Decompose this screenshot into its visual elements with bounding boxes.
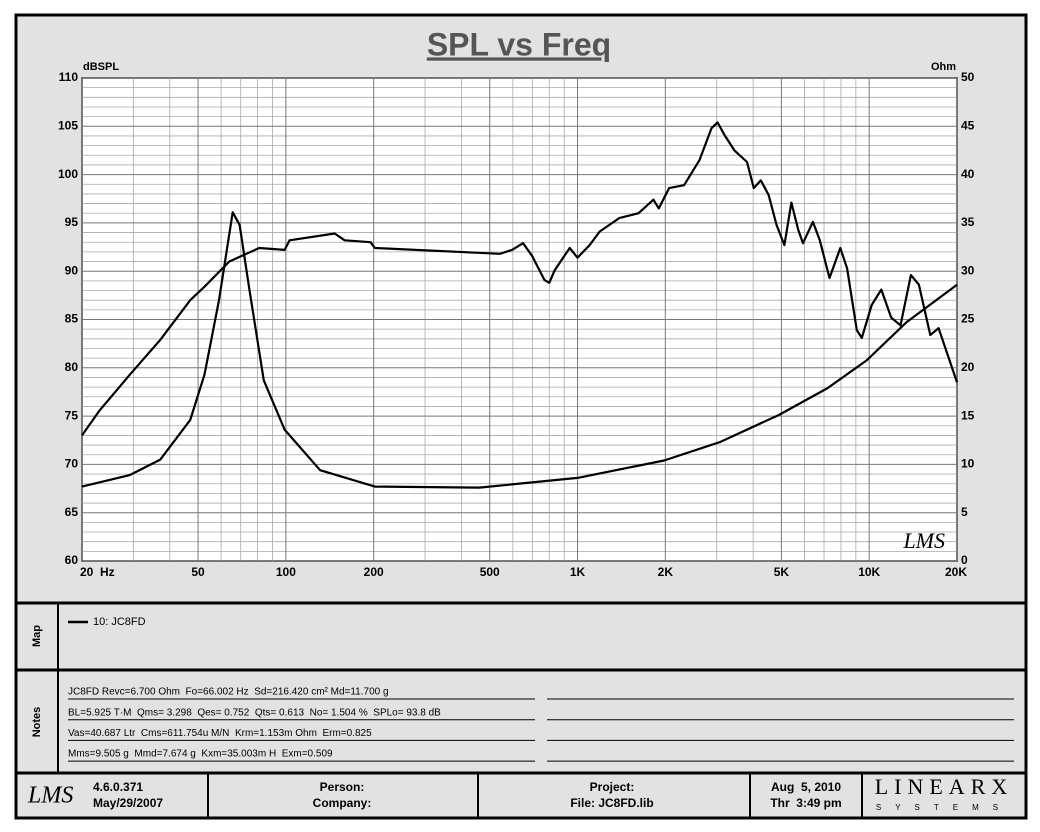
legend-label: 10: JC8FD <box>93 616 146 628</box>
y-tick-label: 70 <box>65 457 79 471</box>
y2-tick-label: 25 <box>961 312 975 326</box>
y-axis-label: dBSPL <box>83 61 119 73</box>
y-tick-label: 60 <box>65 553 79 567</box>
y2-tick-label: 15 <box>961 408 975 422</box>
y-tick-label: 65 <box>65 505 79 519</box>
x-tick-label: 5K <box>774 565 790 579</box>
legend: 10: JC8FD <box>68 616 146 628</box>
project: Project: <box>590 780 635 794</box>
note-line: JC8FD Revc=6.700 Ohm Fo=66.002 Hz Sd=216… <box>68 687 389 698</box>
y-tick-label: 90 <box>65 263 79 277</box>
y-tick-label: 110 <box>59 70 79 84</box>
notes-title: Notes <box>31 707 43 738</box>
x-tick-label: 500 <box>480 565 500 579</box>
x-tick-label: 200 <box>364 565 384 579</box>
series-line <box>81 121 959 437</box>
y2-tick-label: 40 <box>961 167 975 181</box>
map-title: Map <box>31 625 43 647</box>
x-tick-label: 50 <box>191 565 205 579</box>
watermark: LMS <box>902 528 945 553</box>
y2-tick-label: 50 <box>961 70 975 84</box>
person: Person: <box>320 780 365 794</box>
y2-tick-label: 10 <box>961 457 975 471</box>
version-date: May/29/2007 <box>93 796 163 810</box>
y-tick-label: 105 <box>58 118 78 132</box>
x-tick-label: 2K <box>658 565 674 579</box>
y2-axis-label: Ohm <box>931 61 956 73</box>
y2-tick-label: 30 <box>961 263 975 277</box>
chart-title: SPL vs Freq <box>427 26 611 62</box>
y2-tick-label: 0 <box>961 553 968 567</box>
x-tick-label: 1K <box>570 565 586 579</box>
grid <box>81 77 958 562</box>
y-tick-label: 85 <box>65 312 79 326</box>
date: Aug 5, 2010 <box>771 780 841 794</box>
y-tick-label: 75 <box>65 408 79 422</box>
y-tick-label: 95 <box>65 215 79 229</box>
series-line <box>81 211 958 489</box>
brand: LINEARX <box>875 774 1014 799</box>
note-line: Vas=40.687 Ltr Cms=611.754u M/N Krm=1.15… <box>68 728 372 739</box>
x-tick-label: 20 Hz <box>80 565 115 579</box>
notes: JC8FD Revc=6.700 Ohm Fo=66.002 Hz Sd=216… <box>68 687 1014 762</box>
y2-tick-label: 5 <box>961 505 968 519</box>
company: Company: <box>313 796 372 810</box>
footer-logo: LMS <box>27 783 73 809</box>
version: 4.6.0.371 <box>93 780 143 794</box>
outer-frame <box>14 13 1028 820</box>
x-tick-label: 100 <box>276 565 296 579</box>
file: File: JC8FD.lib <box>570 796 653 810</box>
note-line: Mms=9.505 g Mmd=7.674 g Kxm=35.003m H Ex… <box>68 749 333 760</box>
time: Thr 3:49 pm <box>770 796 841 810</box>
note-line: BL=5.925 T·M Qms= 3.298 Qes= 0.752 Qts= … <box>68 707 441 718</box>
curves <box>81 121 959 489</box>
y2-tick-label: 20 <box>961 360 975 374</box>
y2-tick-label: 35 <box>961 215 975 229</box>
y2-tick-label: 45 <box>961 118 975 132</box>
y-tick-label: 100 <box>58 167 78 181</box>
brand-sub: SYSTEMS <box>876 803 1012 812</box>
y-tick-label: 80 <box>65 360 79 374</box>
x-tick-label: 10K <box>858 565 880 579</box>
x-tick-label: 20K <box>945 565 967 579</box>
